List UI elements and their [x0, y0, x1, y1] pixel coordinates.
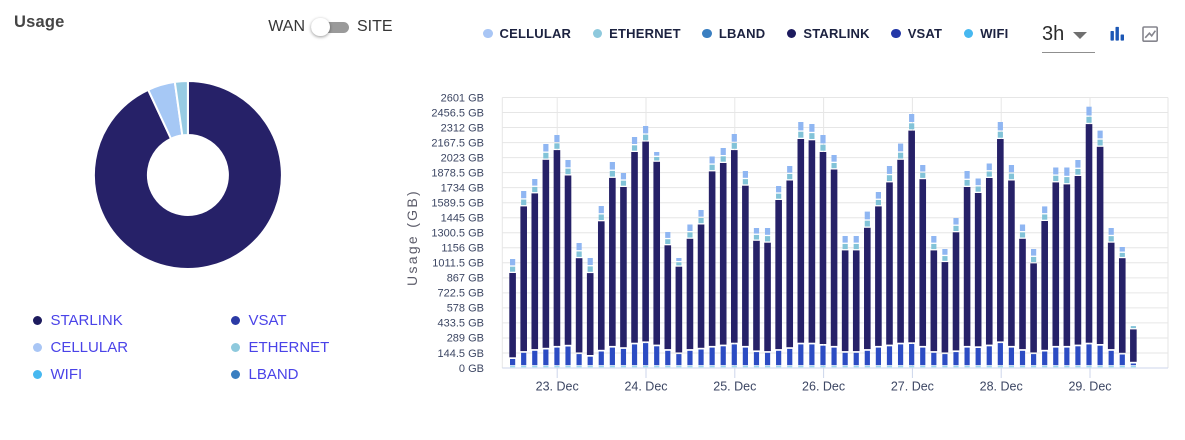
svg-text:1589.5 GB: 1589.5 GB: [431, 198, 484, 210]
svg-text:867 GB: 867 GB: [447, 273, 484, 285]
svg-text:0 GB: 0 GB: [459, 363, 484, 375]
svg-text:1011.5 GB: 1011.5 GB: [432, 258, 484, 270]
svg-text:289 GB: 289 GB: [447, 333, 484, 345]
svg-text:1156 GB: 1156 GB: [441, 243, 484, 255]
svg-text:2312 GB: 2312 GB: [441, 122, 484, 134]
svg-text:26. Dec: 26. Dec: [802, 380, 845, 394]
svg-text:722.5 GB: 722.5 GB: [438, 288, 484, 300]
svg-text:1878.5 GB: 1878.5 GB: [431, 167, 484, 179]
svg-text:25. Dec: 25. Dec: [713, 380, 756, 394]
svg-text:2023 GB: 2023 GB: [441, 152, 484, 164]
svg-text:27. Dec: 27. Dec: [891, 380, 934, 394]
svg-text:2601 GB: 2601 GB: [441, 92, 484, 104]
svg-text:24. Dec: 24. Dec: [624, 380, 667, 394]
svg-text:1445 GB: 1445 GB: [441, 213, 484, 225]
svg-text:433.5 GB: 433.5 GB: [438, 318, 484, 330]
svg-text:144.5 GB: 144.5 GB: [438, 348, 484, 360]
svg-text:29. Dec: 29. Dec: [1068, 380, 1111, 394]
svg-text:2167.5 GB: 2167.5 GB: [431, 137, 484, 149]
svg-text:1734 GB: 1734 GB: [441, 183, 484, 195]
svg-text:578 GB: 578 GB: [447, 303, 484, 315]
svg-text:Usage (GB): Usage (GB): [404, 189, 420, 286]
svg-text:1300.5 GB: 1300.5 GB: [431, 228, 484, 240]
svg-text:23. Dec: 23. Dec: [536, 380, 579, 394]
svg-text:28. Dec: 28. Dec: [980, 380, 1023, 394]
svg-text:2456.5 GB: 2456.5 GB: [431, 107, 484, 119]
